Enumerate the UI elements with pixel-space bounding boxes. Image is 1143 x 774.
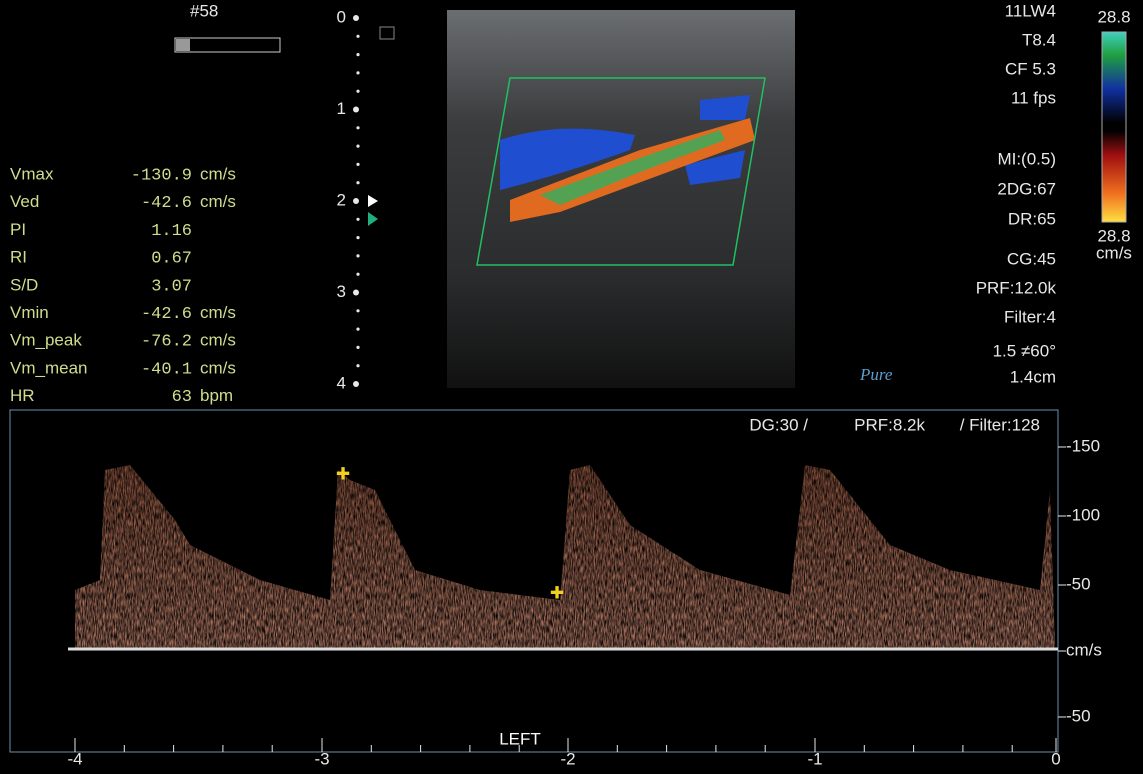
depth-marker (353, 198, 359, 204)
probe-setting: MI:(0.5) (997, 149, 1056, 168)
side-label: LEFT (499, 729, 541, 748)
depth-dot (356, 364, 359, 367)
velocity-label: -100 (1066, 505, 1100, 524)
measurement-unit: cm/s (200, 358, 236, 377)
depth-dot (356, 90, 359, 93)
depth-dot (356, 236, 359, 239)
measurement-unit: cm/s (200, 192, 236, 211)
depth-dot (356, 126, 359, 129)
probe-setting: CF 5.3 (1005, 59, 1056, 78)
focus-marker (368, 212, 378, 226)
probe-setting: CG:45 (1007, 249, 1056, 268)
depth-label: 4 (337, 373, 346, 392)
b-mode-image (447, 10, 795, 388)
measurement-value: 63 (172, 388, 192, 407)
depth-dot (356, 53, 359, 56)
measurement-value: 0.67 (151, 250, 192, 269)
depth-marker (353, 381, 359, 387)
spectral-waveform (75, 465, 1055, 649)
color-bar-unit: cm/s (1096, 243, 1132, 262)
probe-setting: Filter:4 (1004, 307, 1056, 326)
depth-dot (356, 71, 359, 74)
depth-dot (356, 163, 359, 166)
measurement-unit: cm/s (200, 164, 236, 183)
time-label: -3 (314, 749, 329, 768)
depth-dot (356, 309, 359, 312)
velocity-label: -50 (1066, 574, 1091, 593)
time-label: -2 (560, 749, 575, 768)
measurement-value: -130.9 (131, 166, 192, 185)
doppler-setting: DG:30 / (749, 415, 808, 434)
measurement-name: RI (10, 248, 27, 267)
measurement-value: -76.2 (141, 333, 192, 352)
probe-setting: 11 fps (1011, 88, 1056, 107)
depth-dot (356, 145, 359, 148)
icon (380, 27, 394, 39)
measurement-unit: cm/s (200, 303, 236, 322)
time-label: -1 (807, 749, 822, 768)
measurement-name: Vmin (10, 303, 49, 322)
depth-dot (356, 328, 359, 331)
color-bar (1102, 32, 1126, 222)
probe-setting: DR:65 (1008, 209, 1056, 228)
depth-marker (353, 290, 359, 296)
measurement-name: Vm_mean (10, 358, 87, 377)
doppler-setting: PRF:8.2k (854, 415, 925, 434)
measurement-name: HR (10, 386, 35, 405)
frame-number: #58 (190, 1, 218, 20)
caliper: ✚ (550, 583, 564, 602)
probe-setting: 2DG:67 (997, 179, 1056, 198)
measurement-value: -40.1 (141, 360, 192, 379)
depth-dot (356, 181, 359, 184)
measurement-name: Vmax (10, 164, 54, 183)
measurement-unit: cm/s (200, 331, 236, 350)
velocity-label: -150 (1066, 436, 1100, 455)
velocity-label: -50 (1066, 706, 1091, 725)
frame-slider (175, 38, 280, 52)
depth-dot (356, 254, 359, 257)
measurement-value: -42.6 (141, 194, 192, 213)
depth-dot (356, 218, 359, 221)
probe-setting: 11LW4 (1005, 1, 1056, 20)
depth-label: 2 (337, 190, 346, 209)
ultrasound-screen: ✚ ✚ #58 0 1 2 3 4 11LW4 T8.4 CF 5.3 11 fps MI:(0.5… (0, 0, 1143, 774)
caliper: ✚ (336, 464, 350, 483)
frame-slider-thumb (176, 39, 190, 51)
time-label: 0 (1051, 749, 1060, 768)
probe-setting: 1.5 ≠60° (993, 341, 1056, 360)
measurement-name: Ved (10, 192, 39, 211)
probe-setting: 1.4cm (1010, 367, 1056, 386)
depth-marker (353, 15, 359, 21)
depth-label: 0 (337, 7, 346, 26)
measurement-value: -42.6 (141, 305, 192, 324)
focus-marker (368, 195, 378, 207)
time-label: -4 (67, 749, 82, 768)
depth-label: 3 (337, 282, 346, 301)
measurement-name: PI (10, 220, 26, 239)
logo: Pure (859, 365, 893, 384)
measurement-name: S/D (10, 275, 38, 294)
depth-dot (356, 273, 359, 276)
depth-dot (356, 346, 359, 349)
probe-setting: T8.4 (1022, 30, 1056, 49)
measurement-name: Vm_peak (10, 331, 82, 350)
depth-label: 1 (337, 99, 346, 118)
measurement-value: 1.16 (151, 222, 192, 241)
probe-setting: PRF:12.0k (976, 278, 1057, 297)
doppler-setting: / Filter:128 (960, 415, 1040, 434)
velocity-label: cm/s (1066, 640, 1102, 659)
measurement-unit: bpm (200, 386, 233, 405)
measurement-value: 3.07 (151, 277, 192, 296)
depth-dot (356, 35, 359, 38)
color-bar-top: 28.8 (1097, 7, 1130, 26)
depth-marker (353, 107, 359, 113)
